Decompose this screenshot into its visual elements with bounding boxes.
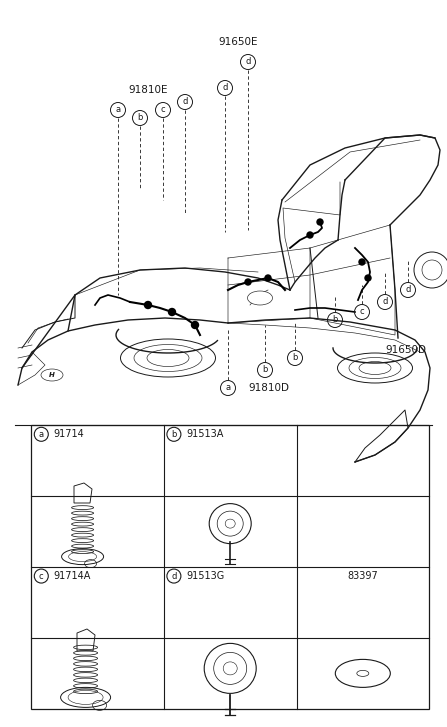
Ellipse shape bbox=[204, 643, 256, 694]
Text: d: d bbox=[245, 57, 251, 66]
Ellipse shape bbox=[248, 291, 273, 305]
Text: c: c bbox=[160, 105, 165, 114]
Text: c: c bbox=[39, 571, 44, 581]
Text: 91650E: 91650E bbox=[218, 37, 258, 47]
Ellipse shape bbox=[62, 549, 104, 565]
Text: d: d bbox=[222, 84, 228, 92]
Circle shape bbox=[265, 275, 271, 281]
Circle shape bbox=[365, 275, 371, 281]
Circle shape bbox=[307, 232, 313, 238]
Circle shape bbox=[359, 259, 365, 265]
Circle shape bbox=[317, 219, 323, 225]
Text: 91714: 91714 bbox=[53, 430, 84, 439]
Text: H: H bbox=[49, 372, 55, 378]
Text: d: d bbox=[171, 571, 177, 581]
Text: a: a bbox=[225, 384, 231, 393]
Circle shape bbox=[191, 321, 198, 329]
Ellipse shape bbox=[335, 659, 390, 688]
Text: b: b bbox=[262, 366, 268, 374]
Text: c: c bbox=[360, 308, 364, 316]
Text: d: d bbox=[382, 297, 388, 307]
Text: 83397: 83397 bbox=[347, 571, 378, 581]
Text: 91513G: 91513G bbox=[186, 571, 224, 581]
Text: a: a bbox=[39, 430, 44, 439]
Text: 91650D: 91650D bbox=[385, 345, 426, 355]
Text: 91513A: 91513A bbox=[186, 430, 223, 439]
Text: b: b bbox=[171, 430, 177, 439]
Ellipse shape bbox=[209, 504, 251, 544]
Circle shape bbox=[245, 279, 251, 285]
Text: b: b bbox=[292, 353, 298, 363]
Text: 91810D: 91810D bbox=[248, 383, 289, 393]
Text: 91810E: 91810E bbox=[128, 85, 168, 95]
Text: a: a bbox=[115, 105, 121, 114]
Text: b: b bbox=[137, 113, 143, 123]
Text: d: d bbox=[405, 286, 411, 294]
Text: d: d bbox=[182, 97, 188, 106]
Circle shape bbox=[144, 302, 152, 308]
Text: b: b bbox=[332, 316, 337, 324]
Ellipse shape bbox=[61, 688, 110, 707]
Text: 91714A: 91714A bbox=[53, 571, 91, 581]
Circle shape bbox=[169, 308, 176, 316]
